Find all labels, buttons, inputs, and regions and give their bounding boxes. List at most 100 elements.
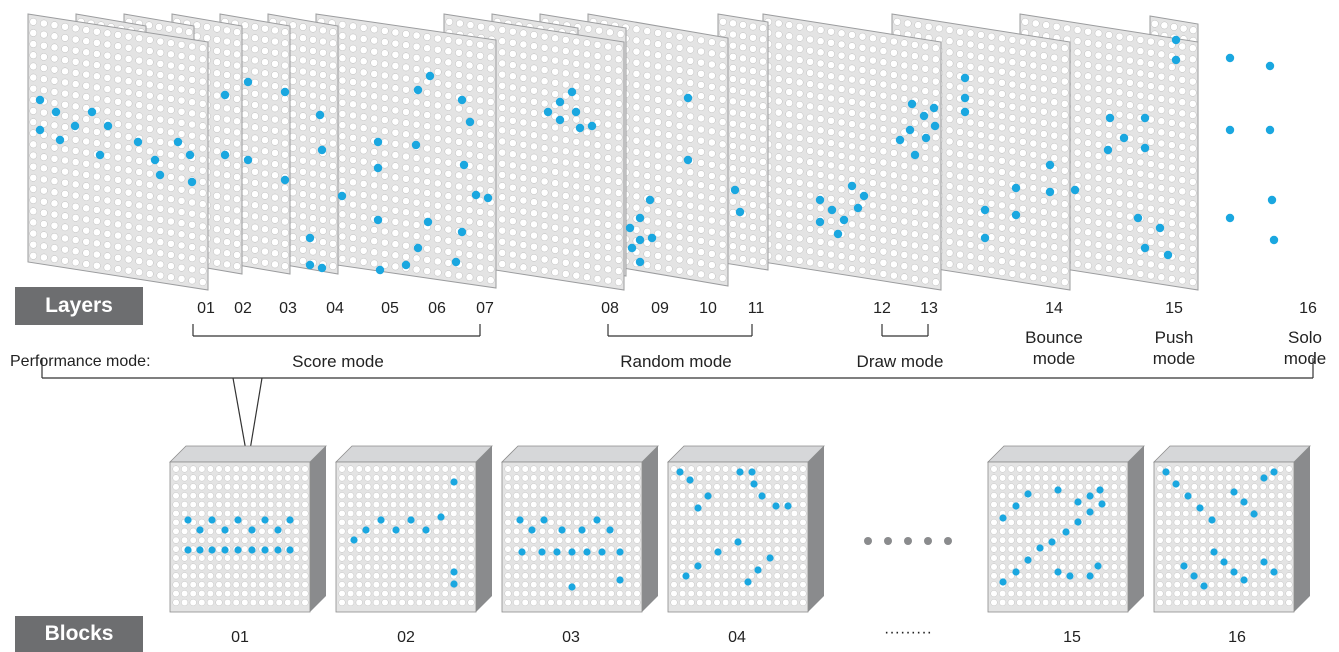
- active-dot: [1106, 114, 1114, 122]
- grid-dot: [213, 47, 220, 54]
- grid-dot: [539, 475, 546, 482]
- grid-dot: [213, 159, 220, 166]
- grid-dot: [1009, 114, 1016, 121]
- grid-dot: [302, 573, 309, 580]
- grid-dot: [869, 269, 876, 276]
- grid-dot: [413, 54, 420, 61]
- grid-dot: [125, 33, 132, 40]
- grid-dot: [838, 85, 845, 92]
- grid-dot: [796, 135, 803, 142]
- grid-dot: [582, 501, 589, 508]
- grid-dot: [796, 157, 803, 164]
- grid-dot: [199, 573, 206, 580]
- grid-dot: [1074, 60, 1081, 67]
- grid-dot: [1151, 20, 1158, 27]
- grid-dot: [276, 537, 283, 544]
- grid-dot: [1158, 173, 1165, 180]
- grid-dot: [1019, 183, 1026, 190]
- grid-dot: [424, 189, 431, 196]
- grid-dot: [319, 138, 326, 145]
- grid-dot: [1137, 70, 1144, 77]
- grid-dot: [759, 125, 766, 132]
- grid-dot: [676, 267, 683, 274]
- grid-dot: [424, 145, 431, 152]
- grid-dot: [708, 72, 715, 79]
- grid-dot: [714, 528, 721, 535]
- grid-dot: [233, 501, 240, 508]
- grid-dot: [1116, 144, 1123, 151]
- grid-dot: [223, 194, 230, 201]
- grid-dot: [477, 75, 484, 82]
- grid-dot: [299, 235, 306, 242]
- grid-dot: [807, 170, 814, 177]
- grid-dot: [988, 178, 995, 185]
- grid-dot: [146, 70, 153, 77]
- grid-dot: [932, 256, 939, 263]
- grid-dot: [574, 590, 581, 597]
- grid-dot: [562, 215, 569, 222]
- grid-dot: [347, 466, 354, 473]
- grid-dot: [901, 106, 908, 113]
- grid-dot: [455, 250, 462, 257]
- grid-dot: [499, 260, 506, 267]
- grid-dot: [759, 25, 766, 32]
- grid-dot: [1030, 207, 1037, 214]
- grid-dot: [1040, 75, 1047, 82]
- grid-dot: [848, 165, 855, 172]
- grid-dot: [552, 124, 559, 131]
- grid-dot: [233, 151, 240, 158]
- grid-dot: [932, 178, 939, 185]
- grid-dot: [556, 555, 563, 562]
- grid-dot: [157, 105, 164, 112]
- grid-dot: [786, 44, 793, 51]
- grid-dot: [402, 30, 409, 37]
- grid-dot: [880, 181, 887, 188]
- grid-dot: [608, 501, 615, 508]
- active-dot: [221, 91, 229, 99]
- grid-dot: [167, 140, 174, 147]
- grid-dot: [1019, 71, 1026, 78]
- grid-dot: [1137, 259, 1144, 266]
- grid-dot: [922, 177, 929, 184]
- grid-dot: [708, 50, 715, 57]
- grid-dot: [1009, 203, 1016, 210]
- grid-dot: [349, 67, 356, 74]
- grid-dot: [434, 80, 441, 87]
- grid-dot: [424, 267, 431, 274]
- grid-dot: [729, 53, 736, 60]
- grid-dot: [796, 34, 803, 41]
- grid-dot: [189, 99, 196, 106]
- block-cube: [502, 446, 658, 612]
- grid-dot: [541, 144, 548, 151]
- grid-dot: [615, 78, 622, 85]
- grid-dot: [233, 185, 240, 192]
- grid-dot: [189, 121, 196, 128]
- grid-dot: [329, 129, 336, 136]
- grid-dot: [51, 256, 58, 263]
- grid-dot: [505, 519, 512, 526]
- grid-dot: [1147, 272, 1154, 279]
- grid-dot: [582, 599, 589, 606]
- grid-dot: [189, 88, 196, 95]
- active-dot: [1164, 251, 1172, 259]
- grid-dot: [977, 165, 984, 172]
- grid-dot: [513, 537, 520, 544]
- grid-dot: [371, 70, 378, 77]
- grid-dot: [749, 134, 756, 141]
- grid-dot: [869, 202, 876, 209]
- grid-dot: [468, 537, 475, 544]
- grid-dot: [869, 113, 876, 120]
- grid-dot: [433, 555, 440, 562]
- grid-dot: [654, 52, 661, 59]
- grid-dot: [267, 528, 274, 535]
- active-dot: [274, 546, 281, 553]
- grid-dot: [365, 546, 372, 553]
- grid-dot: [513, 528, 520, 535]
- grid-dot: [1095, 175, 1102, 182]
- grid-dot: [531, 484, 538, 491]
- grid-dot: [442, 501, 449, 508]
- grid-dot: [309, 59, 316, 66]
- grid-dot: [807, 47, 814, 54]
- grid-dot: [199, 555, 206, 562]
- grid-dot: [1030, 95, 1037, 102]
